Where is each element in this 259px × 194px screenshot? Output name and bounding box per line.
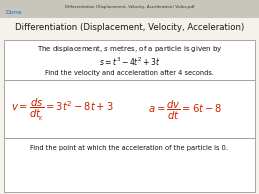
Text: Find the velocity and acceleration after 4 seconds.: Find the velocity and acceleration after… [45,70,214,76]
Text: $v=\dfrac{ds}{dt_{\!_K}} = 3t^2-8t+3$: $v=\dfrac{ds}{dt_{\!_K}} = 3t^2-8t+3$ [11,97,113,123]
Text: The displacement, $s$ metres, of a particle is given by: The displacement, $s$ metres, of a parti… [37,44,222,54]
Text: Find the point at which the acceleration of the particle is 0.: Find the point at which the acceleration… [31,145,228,151]
Bar [4,138,255,192]
Bar [0,0,259,18]
Text: Differentiation (Displacement, Velocity, Acceleration): Differentiation (Displacement, Velocity,… [15,23,244,33]
Bar [4,40,255,80]
Text: Done: Done [6,10,22,16]
Text: Differentiation (Displacement, Velocity, Acceleration) Video.pdf: Differentiation (Displacement, Velocity,… [65,5,194,9]
Bar [4,80,255,138]
Text: $a = \dfrac{dv}{dt} = 6t-8$: $a = \dfrac{dv}{dt} = 6t-8$ [148,98,222,122]
Text: $s = t^3 - 4t^2 + 3t$: $s = t^3 - 4t^2 + 3t$ [99,56,160,68]
